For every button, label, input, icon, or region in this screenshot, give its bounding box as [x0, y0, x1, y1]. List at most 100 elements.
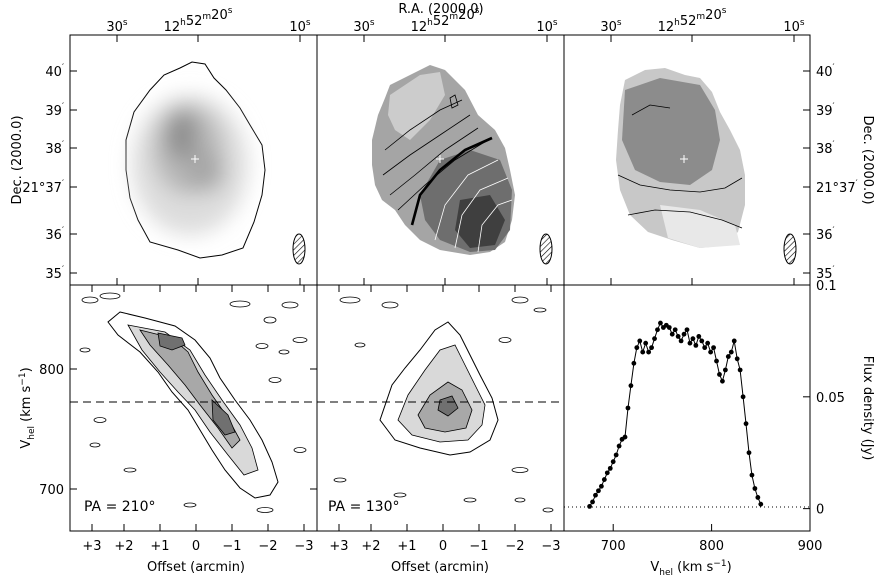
profile-point	[622, 434, 628, 440]
offset-tick-label: +3	[82, 539, 101, 554]
profile-point	[684, 327, 690, 333]
dec-tick-label: 38′	[45, 140, 64, 157]
profile-point	[637, 338, 643, 344]
ra-tick-label: 12h52m20s	[411, 6, 480, 35]
isovelocity-contours-dark	[382, 94, 489, 211]
left-axis-title-bottom: Vhel (km s−1)	[18, 367, 37, 448]
dec-tick-label: 35′	[816, 265, 835, 282]
profile-point	[696, 334, 702, 339]
profile-point	[755, 495, 761, 500]
profile-point	[596, 488, 601, 494]
profile-point	[587, 504, 592, 509]
profile-point	[672, 327, 678, 333]
dec-tick-label: 35′	[45, 265, 64, 282]
profile-point	[731, 338, 737, 344]
ra-tick-label: 10s	[536, 18, 558, 35]
offset-tick-label: 0	[439, 539, 447, 554]
velocity-tick-label: 700	[39, 483, 64, 498]
profile-point	[749, 472, 755, 478]
profile-point	[666, 325, 672, 330]
xlabel-profile: Vhel (km s−1)	[650, 559, 731, 576]
profile-point	[604, 470, 610, 476]
svg-text:Vhel (km s−1): Vhel (km s−1)	[18, 367, 37, 448]
profile-point	[734, 356, 740, 362]
isovelocity-contours-light	[434, 159, 513, 253]
dec-tick-label: 21°37′	[22, 179, 64, 196]
pv130-noise-contours	[333, 296, 554, 513]
ra-tick-label: 12h52m20s	[658, 6, 727, 35]
offset-tick-label: −2	[258, 539, 277, 554]
profile-point	[625, 405, 631, 411]
center-cross-marker-dispersion	[680, 155, 688, 163]
profile-point	[722, 367, 728, 373]
profile-point	[628, 383, 634, 389]
profile-point	[743, 421, 749, 427]
right-axis-title-bottom: Flux density (Jy)	[860, 356, 875, 461]
intensity-emission	[132, 95, 248, 235]
axes: 30s 12h52m20s 10s 30s 12h52m20s 10s 30s 12h52m2…	[22, 6, 857, 554]
dec-tick-label: 39′	[45, 102, 64, 119]
profile-point	[607, 465, 613, 471]
offset-tick-label: 0	[192, 539, 200, 554]
panel-pv-pa130: PA = 130°	[316, 284, 565, 532]
offset-tick-label: −2	[505, 539, 524, 554]
profile-point	[649, 345, 654, 351]
pv210-noise-contours	[79, 292, 308, 513]
profile-point	[758, 501, 764, 507]
profile-point	[693, 342, 699, 348]
pa-label-130: PA = 130°	[328, 499, 399, 515]
dec-tick-label: 38′	[816, 140, 835, 157]
profile-point	[652, 336, 657, 342]
profile-point	[690, 336, 696, 342]
beam-ellipse-dispersion	[783, 233, 797, 265]
profile-point	[613, 452, 619, 458]
profile-point	[634, 345, 640, 351]
xlabel-pv210: Offset (arcmin)	[147, 560, 245, 575]
offset-tick-label: −3	[541, 539, 560, 554]
offset-tick-label: +3	[329, 539, 348, 554]
profile-point	[728, 349, 734, 355]
profile-x-tick-label: 900	[798, 539, 823, 554]
offset-tick-label: +2	[361, 539, 380, 554]
profile-point	[631, 360, 637, 366]
profile-points	[587, 320, 764, 509]
panel-dispersion-map	[563, 34, 811, 286]
profile-point	[720, 378, 725, 384]
profile-y-tick-label: 0	[816, 503, 824, 518]
profile-point	[711, 345, 716, 351]
ra-tick-label: 10s	[289, 18, 311, 35]
velocity-tick-label: 800	[39, 363, 64, 378]
dec-tick-label: 40′	[816, 63, 835, 80]
profile-point	[646, 349, 652, 355]
profile-point	[640, 349, 646, 355]
right-axis-title-top: Dec. (2000.0)	[860, 115, 875, 204]
offset-tick-label: +2	[114, 539, 133, 554]
beam-ellipse-velocity	[539, 233, 553, 265]
profile-point	[616, 443, 622, 449]
offset-tick-label: −1	[469, 539, 488, 554]
ra-tick-label: 12h52m20s	[164, 6, 233, 35]
offset-tick-label: −1	[222, 539, 241, 554]
profile-x-tick-label: 700	[601, 539, 626, 554]
profile-point	[678, 338, 684, 344]
profile-point	[740, 394, 746, 400]
profile-point	[598, 483, 604, 489]
intensity-outer-contour	[125, 61, 266, 259]
profile-point	[708, 349, 714, 355]
dec-tick-label: 21°37′	[816, 179, 858, 196]
systemic-velocity-contour	[410, 136, 493, 226]
center-cross-marker	[191, 155, 199, 163]
dec-tick-label: 39′	[816, 102, 835, 119]
dec-tick-label: 40′	[45, 63, 64, 80]
profile-x-tick-label: 800	[699, 539, 724, 554]
offset-tick-label: −3	[294, 539, 313, 554]
panel-intensity-map	[69, 34, 318, 286]
profile-point	[737, 367, 743, 373]
profile-point	[699, 338, 705, 344]
offset-tick-label: +1	[150, 539, 169, 554]
profile-point	[610, 459, 616, 465]
left-axis-title-top: Dec. (2000.0)	[10, 115, 25, 204]
center-cross-marker-velocity	[436, 155, 444, 163]
profile-point	[714, 358, 719, 364]
